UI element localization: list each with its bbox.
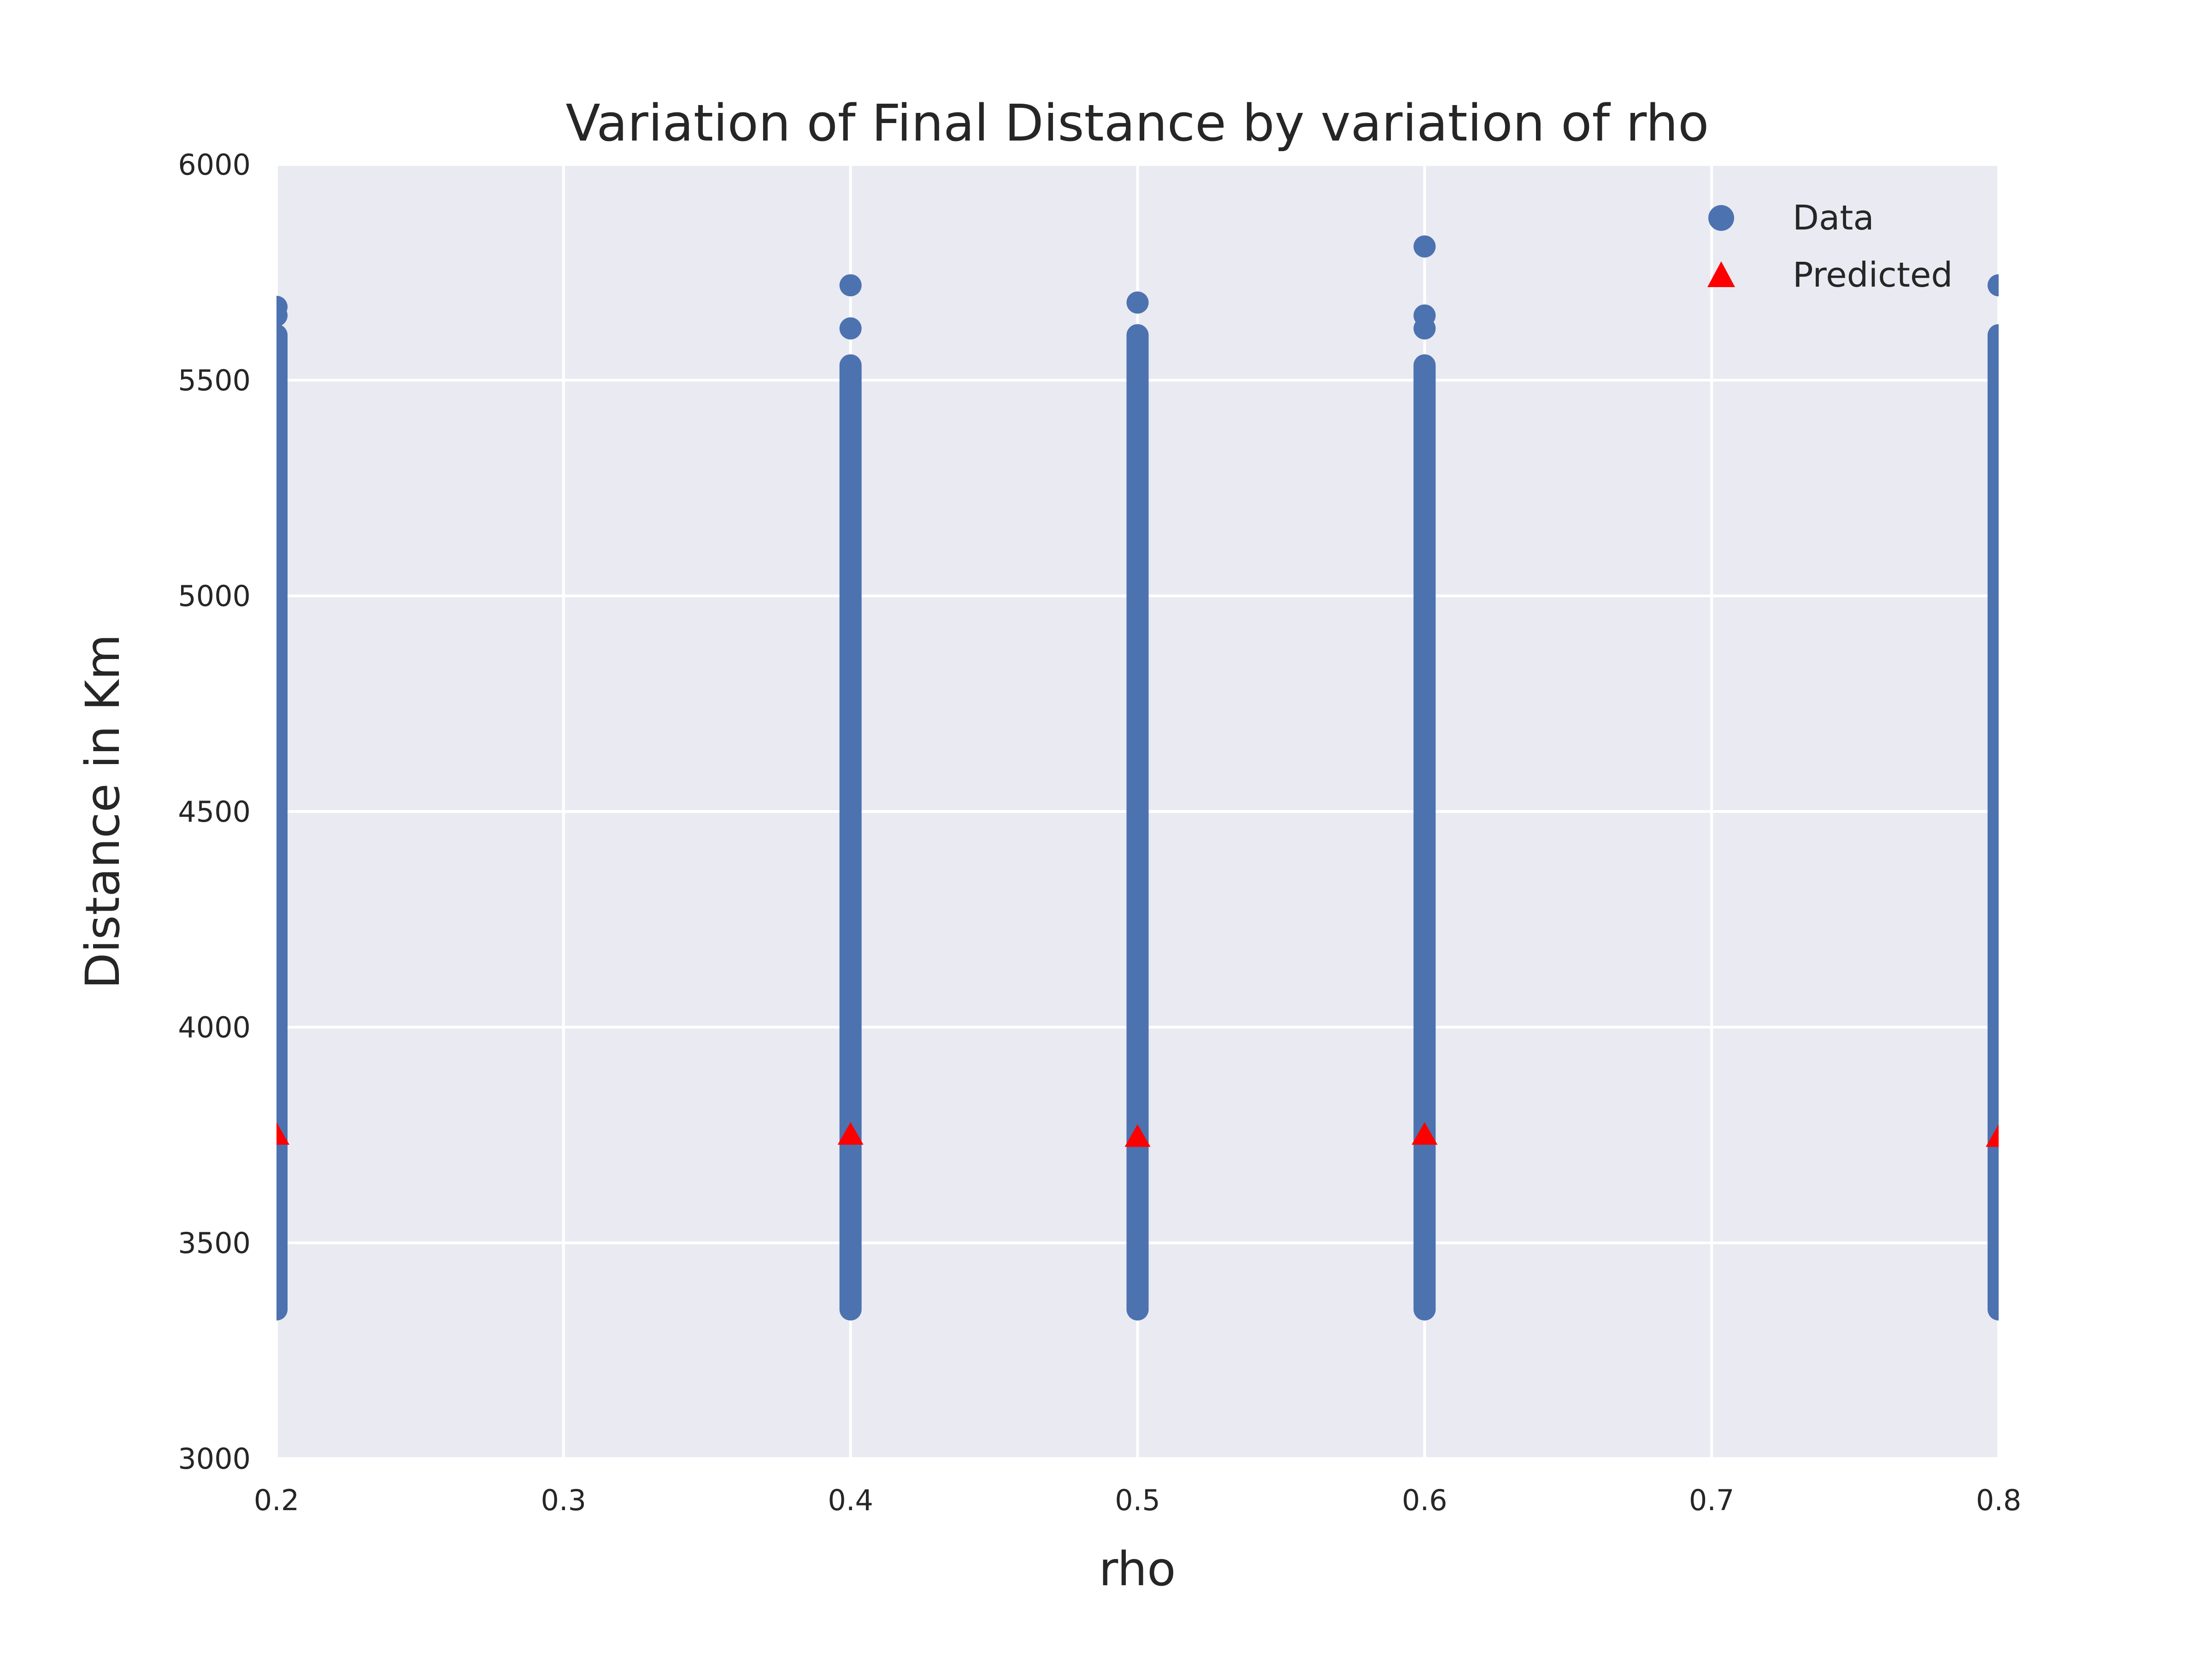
data-point-column <box>1126 324 1149 1321</box>
data-point-column <box>276 324 288 1321</box>
legend-label-predicted: Predicted <box>1793 255 1953 295</box>
y-tick-label: 3000 <box>178 1442 251 1476</box>
predicted-point <box>1986 1124 1999 1147</box>
data-point-column <box>1413 354 1436 1321</box>
data-point <box>1413 235 1436 258</box>
data-point <box>1126 291 1149 314</box>
x-tick-label: 0.4 <box>828 1483 873 1517</box>
x-tick-label: 0.7 <box>1689 1483 1735 1517</box>
legend: Data Predicted <box>1707 198 1953 295</box>
y-tick-label: 4500 <box>178 795 251 829</box>
y-tick-label: 3500 <box>178 1226 251 1260</box>
data-point <box>276 304 288 327</box>
x-tick-label: 0.5 <box>1115 1483 1160 1517</box>
legend-marker-data <box>1708 205 1734 231</box>
data-point <box>1988 274 1999 297</box>
y-tick-label: 4000 <box>178 1011 251 1044</box>
chart-title: Variation of Final Distance by variation… <box>566 94 1709 153</box>
y-tick-label: 5000 <box>178 579 251 613</box>
data-point <box>1413 304 1436 327</box>
legend-marker-predicted <box>1707 261 1735 287</box>
x-axis-title: rho <box>1099 1542 1176 1597</box>
legend-label-data: Data <box>1793 198 1874 238</box>
predicted-point <box>837 1122 864 1145</box>
predicted-point <box>1412 1122 1438 1145</box>
x-tick-label: 0.2 <box>254 1483 300 1517</box>
data-point-column <box>1988 324 1999 1321</box>
x-tick-labels: 0.2 0.3 0.4 0.5 0.6 0.7 0.8 <box>254 1483 2022 1517</box>
y-tick-labels: 3000 3500 4000 4500 5000 5500 6000 <box>178 148 251 1476</box>
x-tick-label: 0.3 <box>541 1483 587 1517</box>
y-tick-label: 5500 <box>178 364 251 397</box>
data-point <box>839 274 862 297</box>
predicted-point <box>1124 1124 1151 1147</box>
data-point <box>839 317 862 340</box>
plot-area <box>276 235 1999 1321</box>
x-tick-label: 0.8 <box>1976 1483 2022 1517</box>
y-tick-label: 6000 <box>178 148 251 182</box>
data-point-column <box>839 354 862 1321</box>
predicted-point <box>276 1122 289 1145</box>
x-tick-label: 0.6 <box>1402 1483 1447 1517</box>
y-axis-title: Distance in Km <box>76 634 130 989</box>
